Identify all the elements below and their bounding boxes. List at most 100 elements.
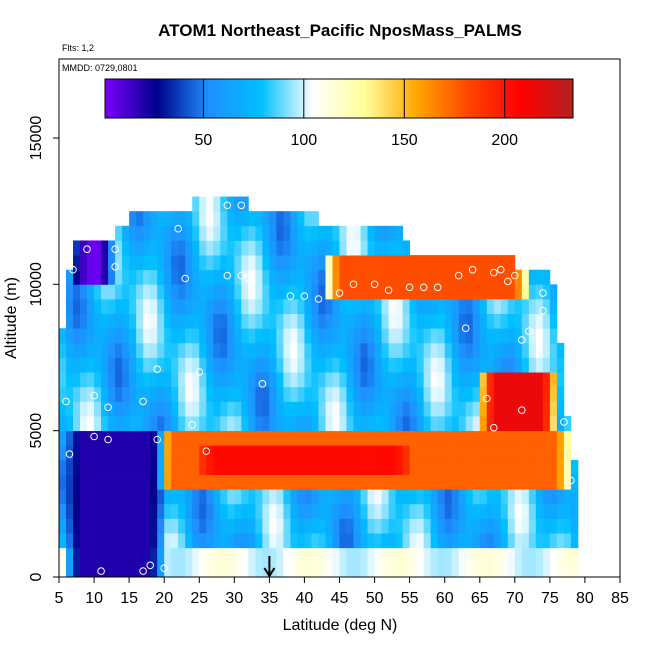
flights-label: Flts: 1,2 bbox=[62, 43, 94, 53]
heatmap-cell bbox=[304, 269, 312, 285]
heatmap-cell bbox=[157, 474, 165, 490]
heatmap-cell bbox=[122, 298, 130, 315]
heatmap-cell bbox=[332, 518, 340, 534]
heatmap-cell bbox=[332, 489, 340, 505]
heatmap-cell bbox=[444, 255, 453, 271]
heatmap-cell bbox=[479, 386, 488, 402]
colorbar-segment bbox=[254, 79, 258, 118]
heatmap-cell bbox=[353, 533, 361, 549]
heatmap-cell bbox=[122, 401, 130, 417]
heatmap-cell bbox=[199, 459, 207, 475]
heatmap-cell bbox=[451, 298, 460, 315]
heatmap-cell bbox=[297, 401, 305, 417]
heatmap-cell bbox=[80, 459, 88, 475]
heatmap-cell bbox=[430, 328, 439, 344]
heatmap-cell bbox=[556, 342, 565, 358]
heatmap-cell bbox=[374, 547, 382, 563]
heatmap-cell bbox=[94, 357, 102, 373]
colorbar-segment bbox=[406, 79, 410, 118]
heatmap-cell bbox=[507, 533, 516, 549]
heatmap-cell bbox=[528, 547, 537, 563]
heatmap-cell bbox=[241, 225, 249, 241]
heatmap-cell bbox=[388, 547, 396, 563]
sample-point bbox=[237, 201, 246, 210]
sample-point bbox=[188, 421, 196, 429]
heatmap-cell bbox=[409, 562, 418, 578]
heatmap-cell bbox=[346, 562, 354, 578]
heatmap-cell bbox=[521, 269, 530, 285]
heatmap-cell bbox=[192, 255, 200, 271]
heatmap-cell bbox=[262, 269, 270, 285]
heatmap-cell bbox=[339, 489, 347, 505]
heatmap-cell bbox=[234, 225, 242, 241]
heatmap-cell bbox=[136, 211, 144, 227]
heatmap-cell bbox=[542, 547, 551, 563]
heatmap-cell bbox=[535, 328, 544, 344]
colorbar-segment bbox=[420, 79, 424, 118]
heatmap-cell bbox=[388, 474, 396, 490]
colorbar-segment bbox=[549, 79, 553, 118]
heatmap-cell bbox=[507, 386, 516, 402]
heatmap-cell bbox=[360, 533, 368, 549]
colorbar-segment bbox=[540, 79, 544, 118]
heatmap-cell bbox=[395, 445, 404, 461]
heatmap-cell bbox=[164, 342, 172, 358]
heatmap-cell bbox=[199, 196, 207, 212]
heatmap-cell bbox=[423, 562, 432, 578]
heatmap-cell bbox=[108, 284, 116, 300]
heatmap-cell bbox=[66, 503, 74, 519]
heatmap-cell bbox=[129, 284, 137, 300]
heatmap-cell bbox=[171, 430, 179, 446]
heatmap-cell bbox=[241, 430, 249, 446]
heatmap-cell bbox=[108, 562, 116, 578]
heatmap-cell bbox=[416, 416, 425, 432]
heatmap-cell bbox=[549, 503, 558, 519]
x-tick-label: 65 bbox=[471, 590, 489, 607]
heatmap-cell bbox=[507, 445, 516, 461]
heatmap-cell bbox=[325, 269, 333, 285]
sample-point bbox=[111, 263, 119, 271]
heatmap-cell bbox=[395, 342, 404, 358]
heatmap-cell bbox=[304, 284, 312, 300]
heatmap-cell bbox=[423, 459, 432, 475]
heatmap-cell bbox=[199, 533, 207, 549]
heatmap-cell bbox=[332, 547, 340, 563]
heatmap-cell bbox=[192, 298, 200, 315]
heatmap-cell bbox=[227, 342, 235, 358]
heatmap-cell bbox=[115, 342, 123, 358]
heatmap-cell bbox=[353, 518, 361, 534]
heatmap-cell bbox=[108, 445, 116, 461]
heatmap-cell bbox=[304, 503, 312, 519]
heatmap-cell bbox=[542, 459, 551, 475]
x-tick-label: 60 bbox=[436, 590, 454, 607]
heatmap-cell bbox=[388, 342, 396, 358]
heatmap-cell bbox=[402, 489, 411, 505]
heatmap-cell bbox=[486, 386, 495, 402]
heatmap-cell bbox=[80, 416, 88, 432]
heatmap-cell bbox=[255, 562, 263, 578]
heatmap-cell bbox=[318, 503, 326, 519]
heatmap-cell bbox=[528, 489, 537, 505]
colorbar-segment bbox=[371, 79, 375, 118]
heatmap-cell bbox=[458, 284, 467, 300]
colorbar-segment bbox=[109, 79, 113, 118]
heatmap-cell bbox=[353, 547, 361, 563]
heatmap-cell bbox=[451, 474, 460, 490]
heatmap-cell bbox=[458, 255, 467, 271]
heatmap-cell bbox=[220, 386, 228, 402]
heatmap-cell bbox=[367, 445, 375, 461]
heatmap-cell bbox=[430, 489, 439, 505]
heatmap-cell bbox=[59, 445, 67, 461]
sample-point bbox=[511, 271, 519, 280]
heatmap-cell bbox=[304, 562, 312, 578]
heatmap-cell bbox=[437, 459, 446, 475]
heatmap-cell bbox=[486, 416, 495, 432]
heatmap-cell bbox=[206, 518, 214, 534]
heatmap-cell bbox=[423, 298, 432, 315]
colorbar-segment bbox=[392, 79, 396, 118]
heatmap-cell bbox=[269, 474, 277, 490]
sample-point bbox=[525, 327, 533, 336]
heatmap-cell bbox=[346, 533, 354, 549]
heatmap-cell bbox=[185, 562, 193, 578]
heatmap-cell bbox=[402, 503, 411, 519]
